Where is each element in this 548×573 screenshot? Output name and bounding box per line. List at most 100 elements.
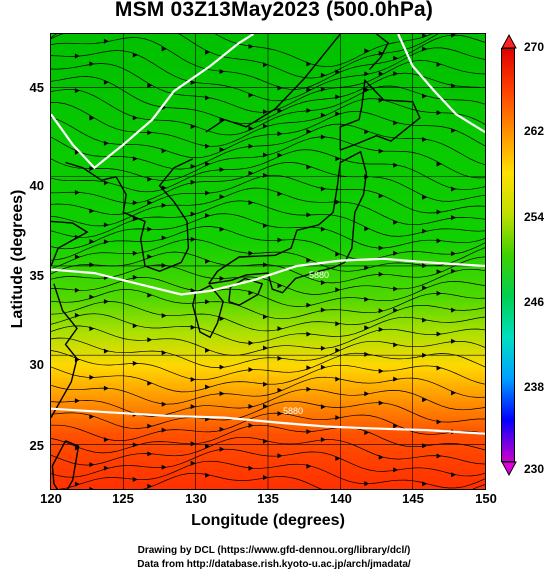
streamline-arrow [378,50,384,56]
footer-credit-data: Data from http://database.rish.kyoto-u.a… [137,559,411,570]
streamline-arrow [161,148,167,154]
streamline-arrow [393,342,399,348]
streamline-arrow [147,451,153,457]
streamline-arrow [378,71,384,77]
streamline-arrow [436,419,442,425]
streamline [51,350,485,381]
y-tick-label: 35 [29,268,44,283]
streamline-arrow [103,385,109,391]
streamline-arrow [378,368,384,374]
streamline-arrow [364,481,370,487]
streamline-arrow [147,292,153,298]
streamline-arrow [436,269,442,275]
streamline-arrow [364,391,370,397]
streamline-arrow [320,134,326,140]
streamline-arrow [74,190,80,195]
streamline-arrow [147,200,153,206]
streamline-arrow [248,290,254,296]
colorbar-tick: 230 [524,462,545,476]
streamline-arrow [219,167,225,173]
streamline-arrow [451,186,457,192]
streamline-arrow [74,88,80,94]
x-tick-label: 145 [402,491,424,506]
streamline-arrow [263,123,268,129]
streamline-arrow [205,472,211,478]
streamline-arrow [364,430,370,435]
y-axis-label: Latitude (degrees) [9,189,26,329]
streamline-arrow [364,48,370,54]
streamline-arrow [132,52,138,58]
streamline-arrow [364,351,370,357]
streamline-arrow [393,55,399,61]
streamline-arrow [320,404,326,410]
streamline-arrow [422,137,428,142]
streamline-arrow [378,148,384,154]
streamline-arrow [161,401,167,407]
streamline [51,448,485,478]
streamline-arrow [74,287,80,293]
streamline-arrow [277,326,283,332]
streamline-arrow [263,172,268,178]
streamline-arrow [422,228,428,234]
contour-label: 5880 [309,270,329,280]
streamline-arrow [320,280,326,286]
streamline-arrow [306,386,312,392]
streamline-arrow [320,364,326,370]
lat-lon-grid [51,34,485,489]
colorbar-tick: 254 [524,210,545,224]
streamline-arrow [74,234,80,240]
streamline-arrow [393,250,399,256]
streamline-arrow [161,464,167,470]
coast-line [51,283,78,418]
streamline-arrow [205,49,211,55]
streamline-arrow [161,350,167,356]
streamline-arrow [74,149,80,155]
streamline-arrow [422,397,428,403]
streamline-arrow [263,152,268,158]
streamline-arrow [205,190,211,196]
streamline-arrow [393,71,399,77]
streamline-arrow [320,186,326,192]
streamline-arrow [74,312,80,318]
streamline-arrow [378,193,384,199]
streamline-arrow [103,180,109,186]
streamline-arrow [248,404,254,409]
streamline-arrow [147,176,153,182]
streamline-arrow [190,124,196,129]
streamline-arrow [132,250,138,256]
streamline [51,388,485,417]
streamline-arrow [364,296,370,302]
streamline-arrow [161,46,167,52]
colorbar-tick: 246 [524,295,545,309]
streamline-arrow [147,130,153,136]
streamline [51,200,485,238]
streamline-arrow [263,223,268,229]
streamline-arrow [436,331,442,337]
streamline-arrow [103,79,109,85]
streamline-arrow [190,211,196,217]
streamline-arrow [89,326,95,332]
streamline-arrow [335,251,341,257]
streamline-arrow [190,404,196,410]
streamline-arrow [263,314,268,320]
streamline-arrow [219,276,225,281]
streamline-arrow [248,44,254,49]
streamline-arrow [378,245,384,251]
streamline [51,313,485,344]
streamline-arrow [161,263,167,268]
streamline-arrow [248,367,254,373]
streamline-arrow [393,467,399,473]
streamline-arrow [219,194,225,200]
streamline-arrow [335,415,341,421]
x-tick-label: 135 [257,491,279,506]
streamline-arrow [451,215,457,221]
streamline-arrow [161,202,167,208]
streamline-arrow [335,456,341,461]
streamline-arrow [89,462,95,468]
x-tick-label: 120 [40,491,62,506]
streamline-arrow [190,288,196,294]
streamline-arrow [219,69,225,74]
streamline-arrow [306,129,312,134]
streamline-arrow [190,179,196,185]
streamline-arrow [436,365,442,371]
